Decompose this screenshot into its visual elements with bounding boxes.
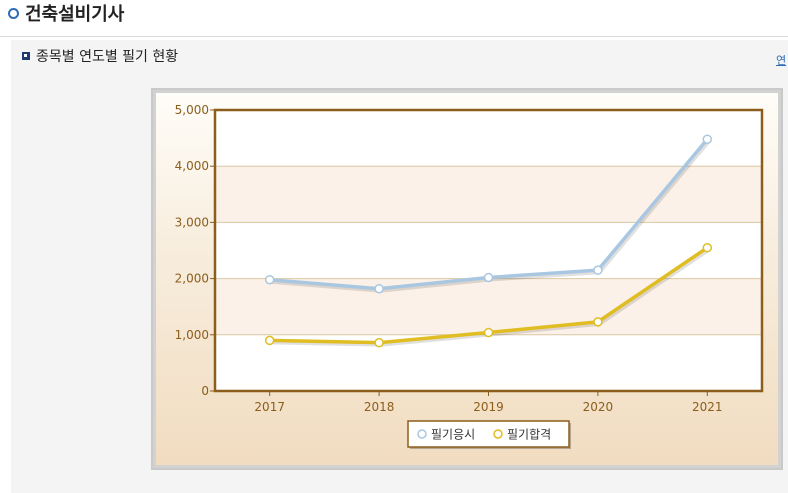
side-link[interactable]: 연 [776,54,787,67]
legend-marker [417,429,427,439]
data-point [593,317,603,327]
data-point [374,283,384,294]
plot-band [215,110,762,167]
plot-band [215,222,762,279]
page-title-text: 건축설비기사 [25,4,125,25]
y-tick-label: 4,000 [175,159,209,173]
x-tick-label: 2020 [583,400,614,414]
title-bullet-icon [8,7,19,19]
data-point [702,242,713,253]
data-point [264,274,275,285]
y-tick-label: 0 [201,384,209,398]
plot-band [215,166,762,223]
legend-label: 필기합격 [507,428,551,442]
y-tick-label: 3,000 [175,215,209,229]
section-square-icon [22,52,30,60]
title-divider [0,36,788,37]
legend-box [407,420,570,448]
section-title: 종목별 연도별 필기 현황 [36,49,179,65]
data-point [264,335,275,346]
x-tick-label: 2021 [692,400,723,414]
data-point [374,337,384,348]
x-tick-label: 2018 [364,400,395,414]
y-tick-label: 2,000 [175,272,209,286]
legend-label: 필기응시 [431,428,475,442]
data-point [483,327,494,338]
data-point [702,134,713,144]
x-tick-label: 2019 [473,400,504,414]
page-title: 건축설비기사 [8,0,124,26]
data-point [593,265,603,275]
x-tick-label: 2017 [254,400,285,414]
legend-marker [493,429,503,439]
y-tick-label: 1,000 [175,328,209,342]
section-header: 종목별 연도별 필기 현황 [22,44,178,68]
y-tick-label: 5,000 [175,103,209,117]
plot-band [215,334,762,391]
data-point [483,272,494,283]
plot-band [215,278,762,335]
